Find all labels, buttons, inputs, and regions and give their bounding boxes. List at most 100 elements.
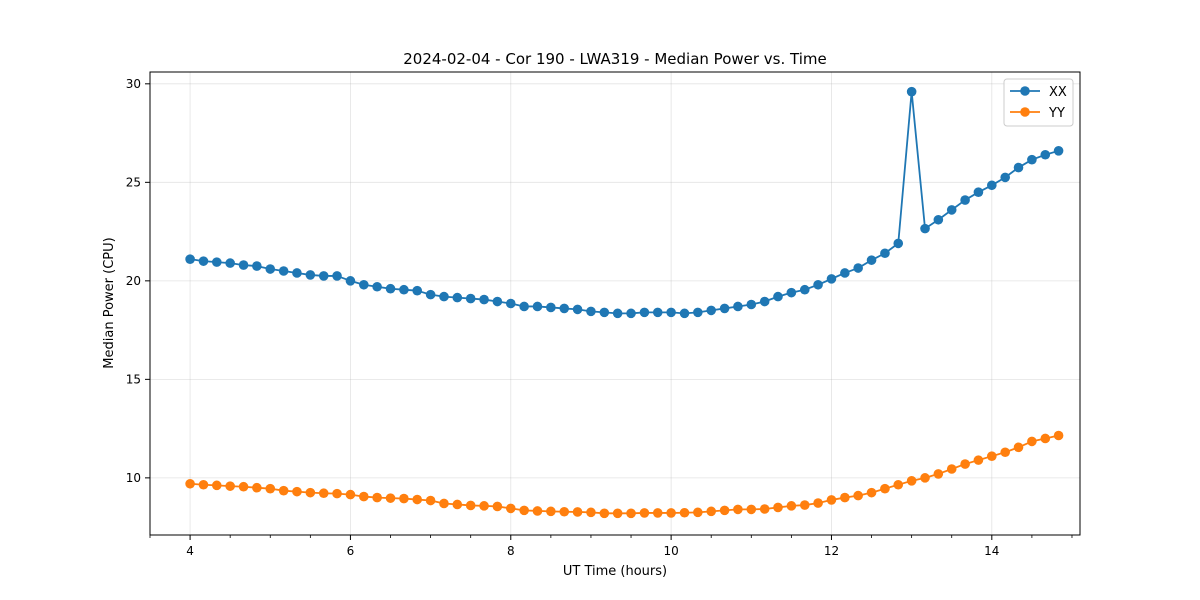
data-point-xx [278,266,289,276]
data-point-xx [318,271,329,281]
data-point-yy [185,478,195,489]
data-point-yy [318,488,329,499]
data-point-yy [733,504,743,515]
data-point-yy [706,506,717,517]
data-point-yy [225,481,235,491]
data-point-xx [505,298,516,309]
data-point-yy [746,504,757,515]
data-point-yy [1040,433,1051,444]
data-point-yy [973,455,984,465]
data-point-yy [826,495,837,505]
data-point-yy [612,508,623,519]
data-point-xx [693,307,703,318]
data-point-xx [933,214,944,225]
data-point-xx [652,307,663,318]
data-point-xx [799,284,810,295]
data-point-xx [465,293,476,304]
data-point-yy [439,498,449,509]
data-point-yy [385,493,396,503]
data-point-yy [492,501,503,512]
data-point-yy [960,459,970,469]
data-point-xx [225,258,235,268]
y-tick-label: 20 [126,274,141,288]
x-tick-label: 10 [663,544,678,558]
data-point-yy [853,490,863,501]
data-point-xx [238,260,249,270]
data-point-xx [1040,149,1051,160]
data-point-yy [933,469,944,479]
data-point-xx [572,304,583,315]
data-point-yy [813,498,823,508]
data-point-yy [666,508,676,518]
data-point-xx [706,305,717,316]
data-point-yy [906,476,917,486]
data-point-yy [786,501,797,511]
data-point-xx [292,268,302,278]
series-yy [185,430,1064,519]
data-point-xx [612,308,623,319]
data-point-yy [479,501,489,511]
data-point-yy [546,506,556,517]
legend-xx-label: XX [1049,85,1067,100]
data-point-xx [412,285,423,296]
data-point-yy [1027,436,1037,447]
data-point-yy [987,451,997,461]
x-tick-label: 8 [507,544,515,558]
data-point-yy [693,507,703,518]
data-point-yy [639,508,650,518]
data-point-xx [385,283,396,294]
data-point-yy [412,494,423,505]
data-point-yy [866,487,877,498]
data-point-xx [733,301,743,312]
data-point-xx [479,294,489,305]
data-point-yy [893,479,904,490]
data-point-xx [252,261,262,271]
data-point-xx [840,268,850,278]
y-tick-label: 25 [126,175,141,189]
data-point-yy [305,487,316,498]
data-point-xx [719,303,730,314]
data-point-xx [666,307,676,318]
data-point-xx [345,276,356,286]
x-axis-label: UT Time (hours) [563,564,667,579]
data-point-xx [639,307,650,318]
data-point-xx [492,296,503,307]
legend-xx-marker [1020,86,1030,96]
data-point-yy [519,505,529,516]
data-point-xx [880,248,890,259]
chart-title: 2024-02-04 - Cor 190 - LWA319 - Median P… [403,50,827,68]
data-point-xx [439,291,449,302]
data-point-yy [679,507,690,518]
data-point-yy [198,479,209,490]
data-point-yy [505,503,516,514]
data-point-yy [572,507,583,517]
data-point-yy [599,508,610,519]
data-point-yy [920,473,930,483]
data-point-yy [292,486,302,497]
data-point-yy [332,488,342,499]
data-point-xx [853,263,863,273]
y-tick-label: 15 [126,372,141,386]
data-point-yy [1013,442,1024,453]
data-point-yy [559,506,570,517]
data-point-xx [626,308,636,319]
data-point-xx [1013,162,1024,173]
data-point-xx [813,279,823,290]
y-tick-label: 10 [126,471,141,485]
data-point-xx [987,180,997,191]
data-point-xx [1000,172,1010,183]
data-point-yy [652,508,663,518]
data-point-xx [866,255,877,265]
data-point-xx [265,264,276,274]
data-point-yy [252,482,262,493]
x-tick-label: 12 [824,544,839,558]
data-point-yy [345,489,356,500]
axis-ticks: 4 6 8 10 12 14 10 15 20 25 30 [126,77,1073,558]
plot-frame [149,71,1081,536]
data-point-xx [559,303,570,314]
data-point-yy [719,505,730,516]
data-point-yy [1053,430,1064,441]
data-point-yy [1000,447,1010,458]
data-point-yy [880,483,890,494]
